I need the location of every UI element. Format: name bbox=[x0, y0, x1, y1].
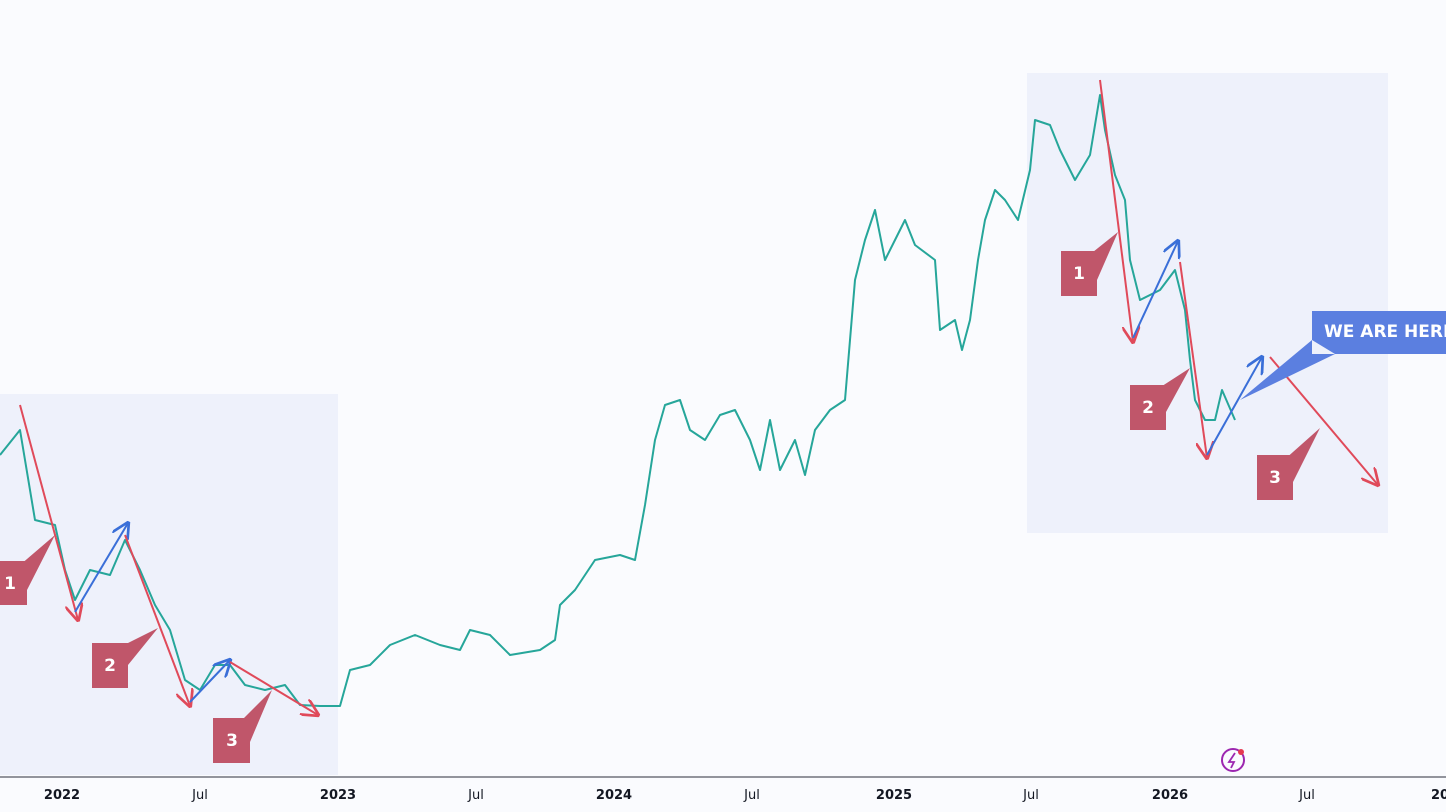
callout-label: 2 bbox=[104, 656, 116, 676]
we-are-here-label: WE ARE HERE bbox=[1324, 322, 1446, 342]
x-axis-label: Jul bbox=[743, 788, 760, 803]
callout-label: 3 bbox=[226, 731, 238, 751]
x-axis-labels: 2022 Jul 2023 Jul 2024 Jul 2025 Jul 2026 Jul 20 bbox=[44, 788, 1446, 803]
x-axis-label: 20 bbox=[1431, 788, 1446, 803]
x-axis-label: 2026 bbox=[1152, 788, 1188, 803]
callout-label: 3 bbox=[1269, 468, 1281, 488]
highlight-box bbox=[1027, 73, 1388, 533]
x-axis-label: Jul bbox=[1298, 788, 1315, 803]
logo bbox=[1221, 748, 1245, 772]
callout-label: 2 bbox=[1142, 398, 1154, 418]
x-axis-label: 2025 bbox=[876, 788, 912, 803]
x-axis-label: Jul bbox=[191, 788, 208, 803]
x-axis-label: 2023 bbox=[320, 788, 356, 803]
x-axis-label: 2022 bbox=[44, 788, 80, 803]
x-axis-label: Jul bbox=[1022, 788, 1039, 803]
callout: 1 2 3 1 2 3 bbox=[0, 232, 1320, 763]
callout-label: 1 bbox=[4, 574, 16, 594]
x-axis-label: Jul bbox=[467, 788, 484, 803]
highlight-box bbox=[0, 394, 338, 775]
price-line bbox=[0, 94, 1236, 707]
arrows bbox=[19, 79, 1378, 715]
x-axis-label: 2024 bbox=[596, 788, 632, 803]
callout-label: 1 bbox=[1073, 264, 1085, 284]
we-are-here-box bbox=[1240, 311, 1446, 400]
